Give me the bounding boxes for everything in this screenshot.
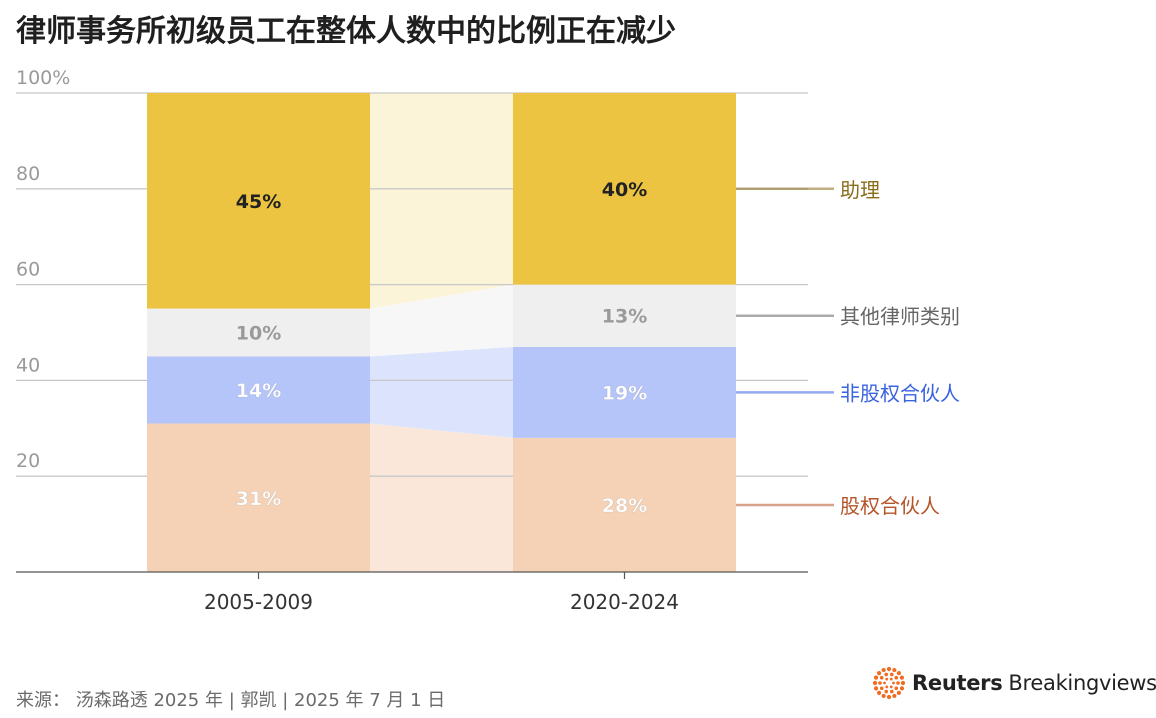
bar-segment xyxy=(147,308,370,357)
x-tick-label: 2020-2024 xyxy=(570,590,679,614)
bar-segment xyxy=(513,437,736,572)
logo-dot xyxy=(872,680,878,686)
bar-segment xyxy=(147,93,370,309)
logo-dot xyxy=(889,672,894,677)
legend-label: 非股权合伙人 xyxy=(840,381,960,405)
logo-dot xyxy=(884,672,889,677)
logo-dot xyxy=(889,689,894,694)
logo-dot xyxy=(896,690,901,695)
x-tick-label: 2005-2009 xyxy=(204,590,313,614)
axes: 20 40 60 80 100% 2005-2009 2020-2024 xyxy=(16,67,808,614)
data-label: 14% xyxy=(236,380,281,402)
connector-band xyxy=(370,93,513,309)
logo-dot xyxy=(889,685,893,689)
connector-band xyxy=(370,284,513,357)
logo-dot xyxy=(886,694,892,700)
logo-dot xyxy=(878,681,882,685)
legend-label: 其他律师类别 xyxy=(840,305,960,329)
data-label: 31% xyxy=(236,488,281,510)
reuters-dot-ring-logo-icon xyxy=(872,666,906,700)
logo-dot xyxy=(894,686,899,691)
logo-dot xyxy=(892,667,897,673)
bar-segment xyxy=(513,93,736,285)
logo-dot xyxy=(892,681,895,685)
logo-dot xyxy=(873,675,879,680)
logo-dot xyxy=(899,686,905,691)
logo-dot xyxy=(892,693,897,699)
legend-label: 股权合伙人 xyxy=(840,494,940,518)
logo-dot xyxy=(899,675,905,680)
logo-dot xyxy=(896,671,901,676)
logo-dot xyxy=(873,686,879,691)
logo-dot xyxy=(881,693,886,699)
bar-segment xyxy=(147,423,370,572)
data-label: 28% xyxy=(602,495,647,517)
logo-dot xyxy=(889,677,893,681)
logo-dot xyxy=(881,667,886,673)
data-label: 45% xyxy=(236,191,281,213)
bar-segment xyxy=(513,346,736,438)
chart-title: 律师事务所初级员工在整体人数中的比例正在减少 xyxy=(16,14,676,49)
connector-band xyxy=(370,423,513,572)
y-tick-label: 40 xyxy=(16,354,40,376)
data-label: 10% xyxy=(236,323,281,345)
brand-logo: Reuters Breakingviews xyxy=(872,666,1156,700)
logo-dot xyxy=(894,675,899,680)
y-tick-label: 100% xyxy=(16,67,70,89)
data-label: 19% xyxy=(602,382,647,404)
y-tick-label: 60 xyxy=(16,259,40,281)
bars xyxy=(147,93,736,572)
logo-dot xyxy=(896,681,900,685)
logo-dot xyxy=(885,677,889,681)
bar-segment xyxy=(147,356,370,424)
connector-band xyxy=(370,346,513,438)
logo-dot xyxy=(883,681,886,685)
logo-dot xyxy=(877,671,882,676)
logo-dot xyxy=(886,666,892,672)
logo-dot xyxy=(879,675,884,680)
bar-segment xyxy=(513,284,736,347)
brand-name-bold: Reuters xyxy=(912,671,1003,695)
logo-dot xyxy=(884,689,889,694)
data-label: 13% xyxy=(602,306,647,328)
y-tick-label: 80 xyxy=(16,163,40,185)
logo-dot xyxy=(900,680,906,686)
connector-bands xyxy=(370,93,513,572)
source-note: 来源： 汤森路透 2025 年 | 郭凯 | 2025 年 7 月 1 日 xyxy=(16,690,446,711)
brand-name-light: Breakingviews xyxy=(1008,671,1156,695)
data-label: 40% xyxy=(602,179,647,201)
logo-dot xyxy=(877,690,882,695)
y-tick-label: 20 xyxy=(16,450,40,472)
logo-dot xyxy=(879,686,884,691)
logo-dot xyxy=(885,685,889,689)
value-labels: 31% 14% 10% 45% 28% 19% 13% 40% xyxy=(235,179,647,517)
legend-label: 助理 xyxy=(840,178,880,202)
stacked-bar-chart: 20 40 60 80 100% 2005-2009 2020-2024 31% 14% 10%… xyxy=(16,67,960,614)
